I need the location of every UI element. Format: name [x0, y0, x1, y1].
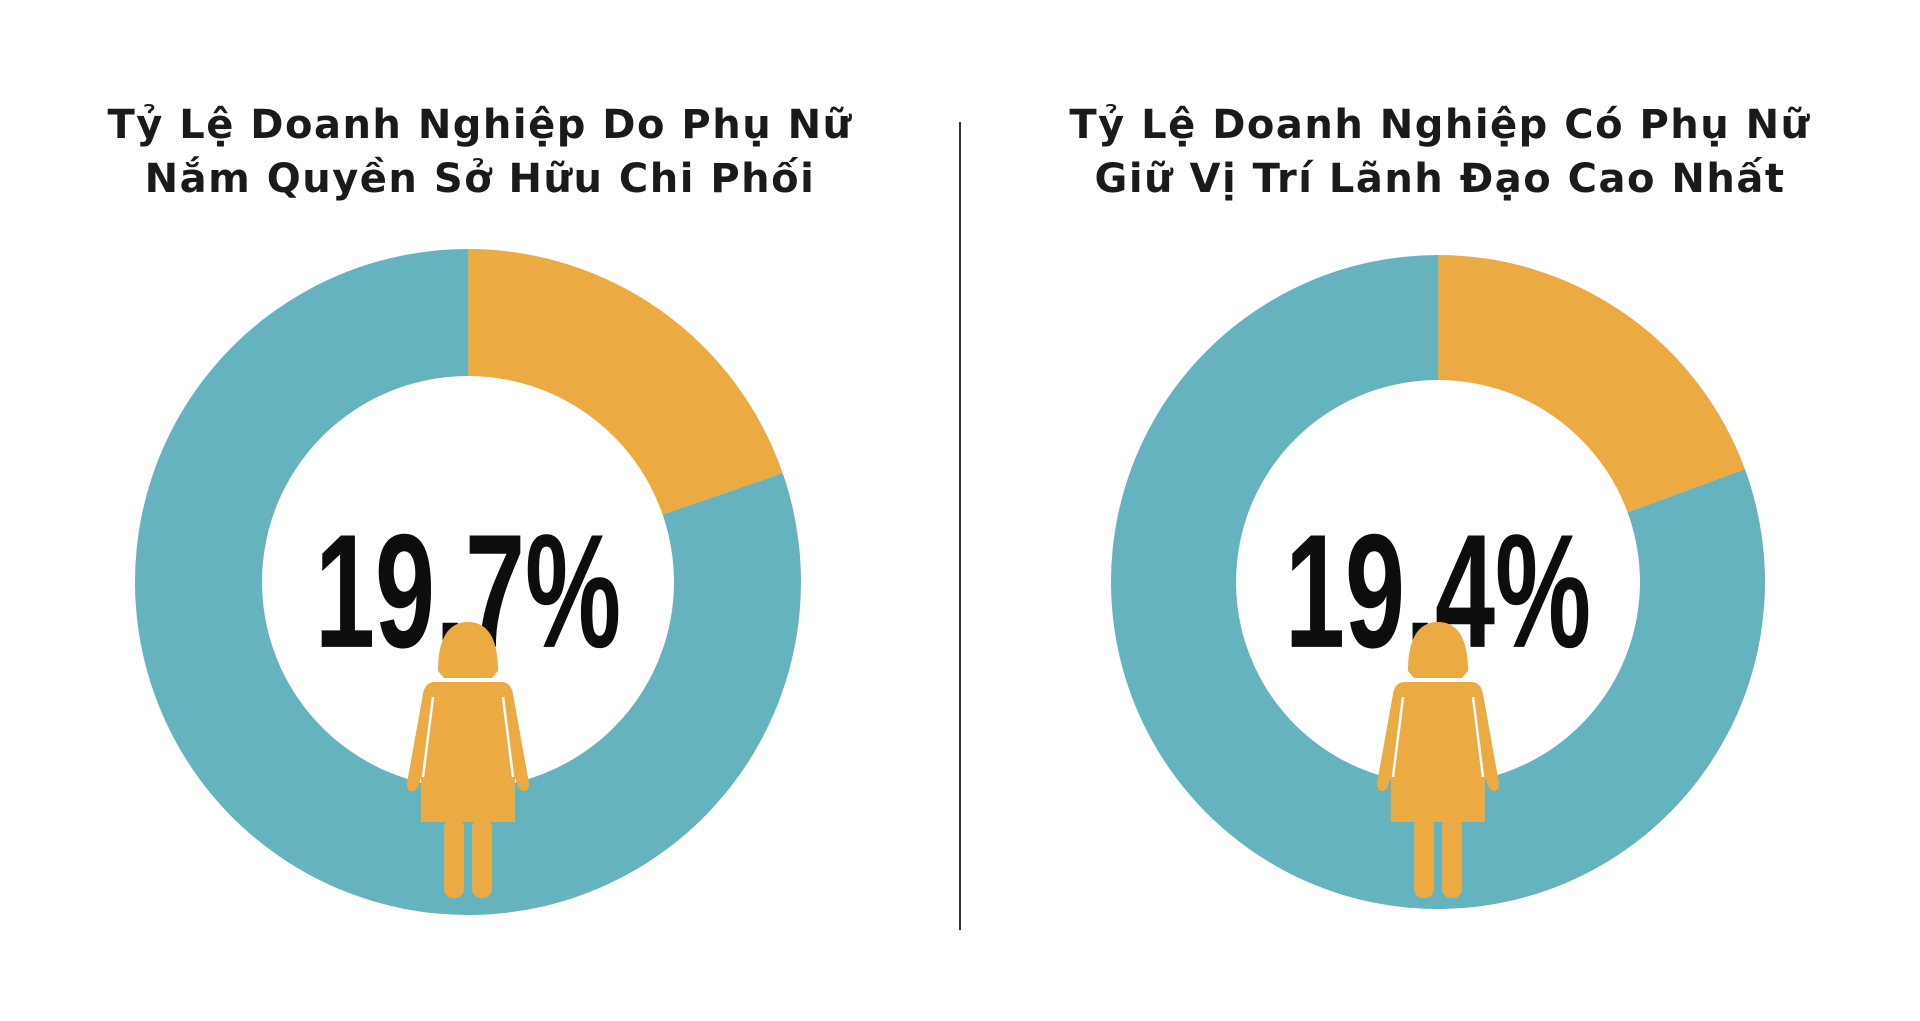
- donut-chart-ownership: 19,7%: [134, 249, 801, 915]
- donut-slice-women: [468, 249, 783, 515]
- chart-title-line-2: Giữ Vị Trí Lãnh Đạo Cao Nhất: [1094, 156, 1786, 202]
- chart-panel-ownership: Tỷ Lệ Doanh Nghiệp Do Phụ Nữ Nắm Quyền S…: [0, 98, 960, 915]
- chart-title-line-1: Tỷ Lệ Doanh Nghiệp Do Phụ Nữ: [107, 102, 853, 148]
- chart-panel-leadership: Tỷ Lệ Doanh Nghiệp Có Phụ Nữ Giữ Vị Trí …: [960, 0, 1920, 1021]
- woman-figure-icon: [1376, 622, 1500, 898]
- donut-chart-leadership: 19,4%: [1111, 255, 1765, 909]
- donut-slice-rest: [134, 249, 801, 915]
- donut-slice-women: [1438, 255, 1745, 513]
- chart-title-line-1: Tỷ Lệ Doanh Nghiệp Có Phụ Nữ: [1069, 102, 1811, 148]
- chart-title: Tỷ Lệ Doanh Nghiệp Do Phụ Nữ Nắm Quyền S…: [0, 98, 960, 206]
- chart-title: Tỷ Lệ Doanh Nghiệp Có Phụ Nữ Giữ Vị Trí …: [960, 98, 1920, 206]
- vertical-divider: [959, 122, 961, 930]
- donut-slice-rest: [1111, 255, 1765, 909]
- chart-title-line-2: Nắm Quyền Sở Hữu Chi Phối: [144, 156, 816, 202]
- woman-figure-icon: [406, 622, 530, 898]
